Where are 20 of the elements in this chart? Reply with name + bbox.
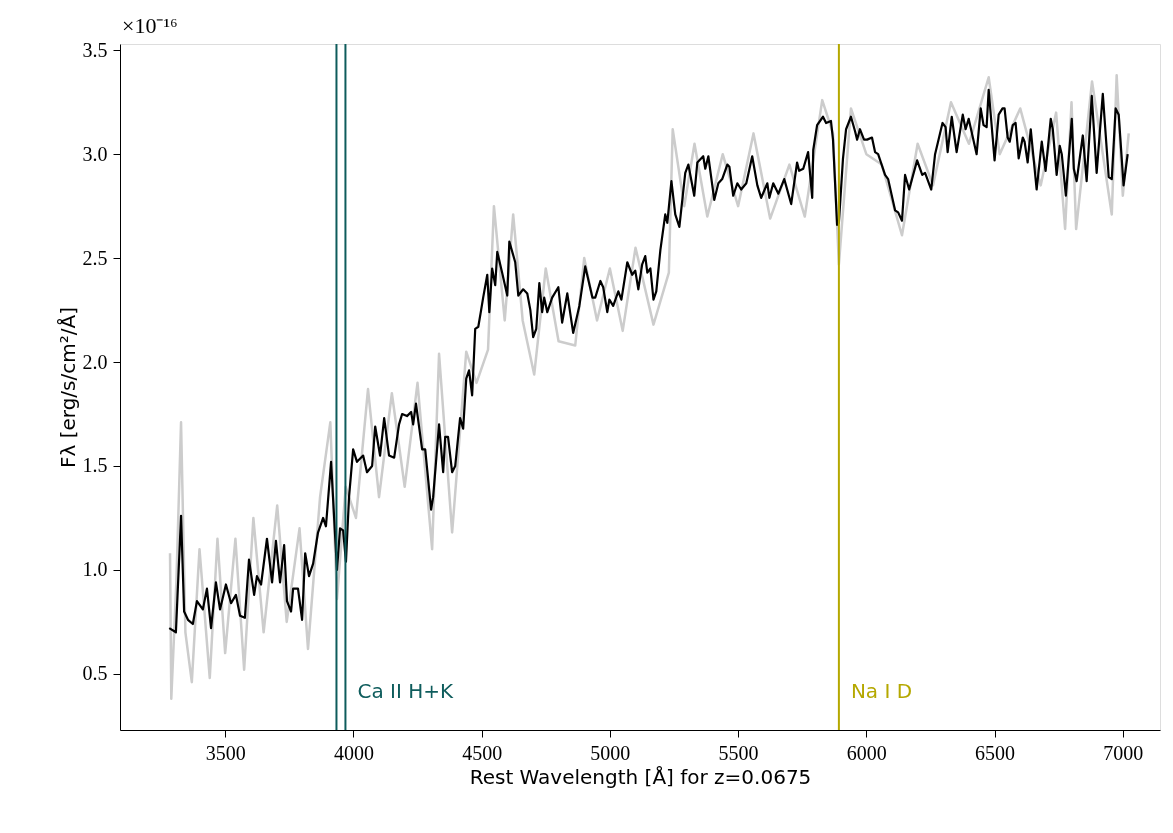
x-axis-title: Rest Wavelength [Å] for z=0.0675	[469, 764, 812, 789]
y-tick-label: 2.0	[82, 350, 108, 373]
y-axis-title: Fλ [erg/s/cm²/Å]	[55, 307, 80, 468]
x-tick-label: 5500	[718, 741, 759, 764]
x-tick-label: 3500	[205, 741, 246, 764]
text: ×10⁻¹⁶	[122, 13, 178, 38]
x-tick-label: 6500	[975, 741, 1016, 764]
ref-line-label: Ca II H+K	[357, 679, 454, 703]
ref-line-label: Na I D	[850, 679, 913, 703]
x-tick-label: 4000	[333, 741, 374, 764]
y-tick-label: 0.5	[82, 662, 108, 685]
x-tick-label: 4500	[462, 741, 503, 764]
x-tick-label: 5000	[590, 741, 631, 764]
y-tick-label: 3.5	[82, 38, 108, 61]
y-tick-label: 1.5	[82, 454, 108, 477]
x-tick-label: 6000	[846, 741, 887, 764]
y-tick-label: 3.0	[82, 142, 108, 165]
x-tick-label: 7000	[1103, 741, 1144, 764]
y-tick-label: 2.5	[82, 246, 108, 269]
y-tick-label: 1.0	[82, 558, 108, 581]
